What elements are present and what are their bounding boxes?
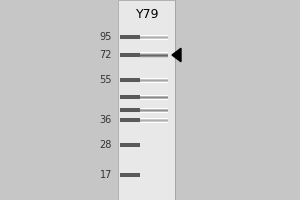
Bar	[118, 0, 175, 200]
Text: 55: 55	[100, 75, 112, 85]
Text: 72: 72	[100, 50, 112, 60]
Text: 28: 28	[100, 140, 112, 150]
Text: 36: 36	[100, 115, 112, 125]
Text: 17: 17	[100, 170, 112, 180]
Polygon shape	[172, 48, 181, 62]
Text: 95: 95	[100, 32, 112, 42]
Text: Y79: Y79	[136, 8, 160, 21]
